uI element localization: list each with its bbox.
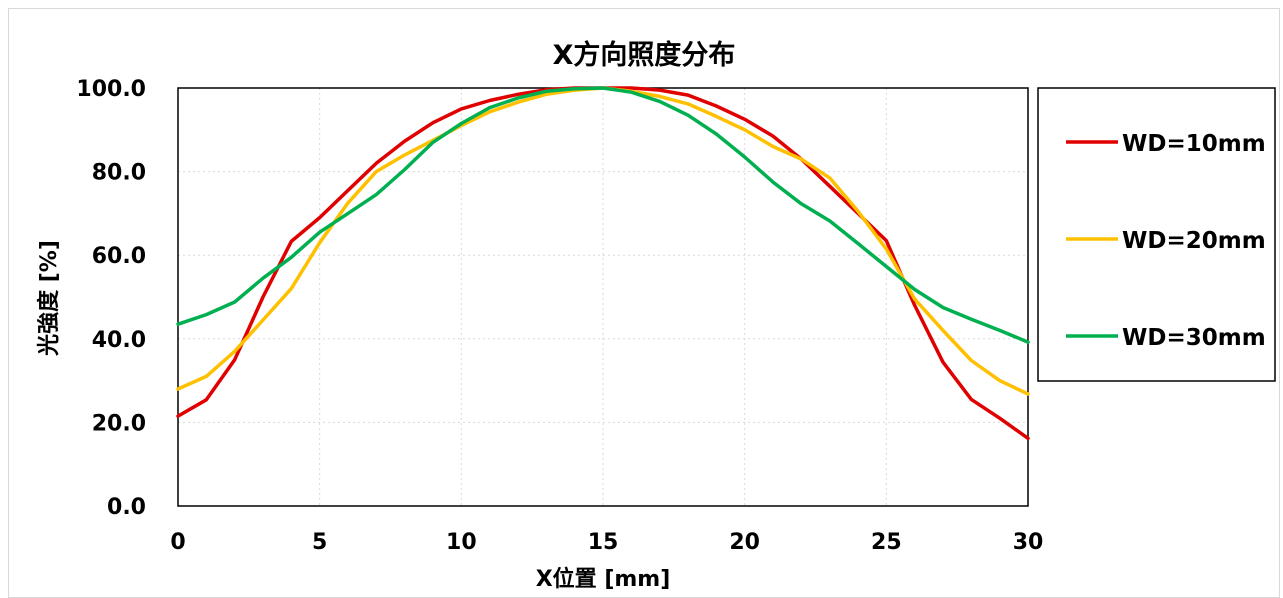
x-axis-tick-labels: 0 5 10 15 20 25 30 [170,530,1043,555]
legend: WD=10mm WD=20mm WD=30mm [1037,87,1276,382]
y-tick-label: 80.0 [92,161,146,186]
x-tick-label: 25 [871,530,902,555]
x-axis-title: X位置 [mm] [536,566,671,592]
x-tick-label: 30 [1013,530,1044,555]
legend-label: WD=20mm [1122,228,1266,254]
legend-items: WD=10mm WD=20mm WD=30mm [1066,131,1266,351]
y-tick-label: 40.0 [92,328,146,353]
y-axis-tick-labels: 0.0 20.0 40.0 60.0 80.0 100.0 [76,77,146,520]
gridlines [178,88,1028,506]
y-tick-label: 60.0 [92,244,146,269]
x-tick-label: 10 [446,530,477,555]
x-tick-label: 15 [588,530,619,555]
y-tick-label: 20.0 [92,411,146,436]
legend-label: WD=10mm [1122,131,1266,157]
y-tick-label: 0.0 [107,495,146,520]
chart-title: X方向照度分布 [553,39,736,71]
series-line-3 [176,86,1030,344]
y-axis-title: 光強度 [%] [36,240,62,357]
legend-label: WD=30mm [1122,325,1266,351]
y-tick-label: 100.0 [76,77,146,102]
x-tick-label: 20 [729,530,760,555]
x-tick-label: 0 [170,530,185,555]
series-lines [176,86,1030,441]
x-tick-label: 5 [312,530,327,555]
legend-box [1037,87,1276,382]
